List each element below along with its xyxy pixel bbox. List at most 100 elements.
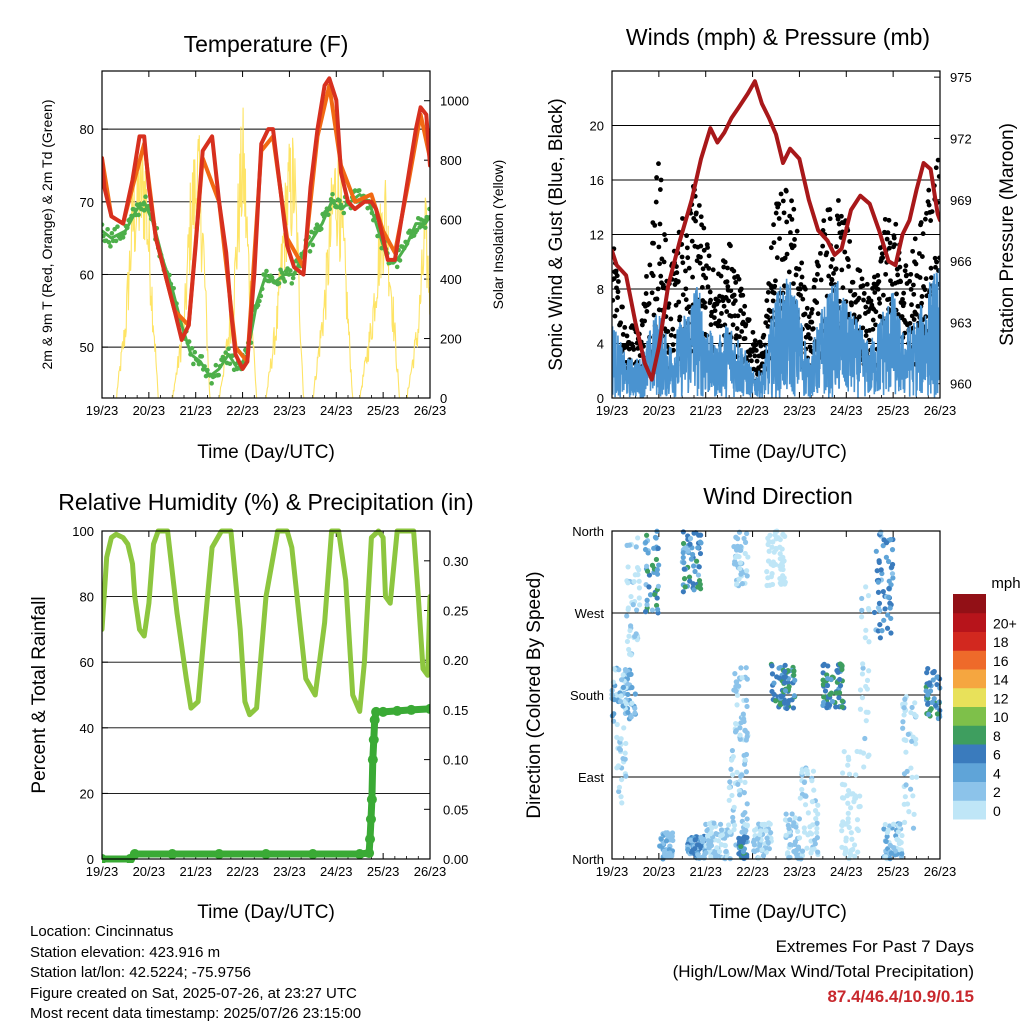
direction-point bbox=[765, 839, 771, 846]
direction-point bbox=[782, 674, 788, 680]
gust-point bbox=[928, 265, 934, 271]
gust-point bbox=[712, 308, 718, 314]
gust-point bbox=[684, 233, 689, 239]
gust-point bbox=[707, 289, 713, 295]
y2-tick-label: 0.20 bbox=[443, 653, 468, 668]
gust-point bbox=[773, 210, 779, 216]
legend-swatch bbox=[953, 762, 986, 782]
direction-point bbox=[903, 782, 909, 788]
rainfall-point bbox=[406, 704, 417, 715]
gust-point bbox=[699, 285, 705, 290]
gust-point bbox=[809, 319, 815, 325]
gust-point bbox=[934, 259, 940, 265]
direction-point bbox=[841, 748, 847, 755]
direction-point bbox=[739, 581, 746, 587]
gust-point bbox=[662, 232, 667, 237]
y-tick-label: 60 bbox=[80, 655, 94, 670]
y-axis-label: Direction (Colored By Speed) bbox=[524, 571, 545, 818]
gust-point bbox=[815, 311, 821, 317]
direction-point bbox=[844, 793, 850, 799]
gust-point bbox=[657, 187, 663, 192]
direction-point bbox=[925, 692, 931, 698]
gust-point bbox=[774, 255, 780, 261]
y-tick-label: 16 bbox=[590, 173, 604, 188]
dewpoint-point bbox=[368, 204, 373, 210]
gust-point bbox=[910, 282, 916, 288]
direction-point bbox=[846, 771, 853, 777]
direction-point bbox=[792, 815, 798, 821]
gust-point bbox=[886, 245, 892, 251]
direction-point bbox=[715, 838, 722, 844]
gust-point bbox=[908, 286, 914, 292]
direction-point bbox=[802, 802, 809, 808]
gust-point bbox=[922, 287, 928, 293]
direction-point bbox=[824, 705, 830, 711]
direction-point bbox=[934, 681, 940, 688]
gust-point bbox=[918, 220, 924, 225]
direction-point bbox=[632, 710, 638, 716]
direction-point bbox=[643, 609, 649, 615]
direction-point bbox=[630, 602, 636, 608]
chart-panel-1: Temperature (F) Time (Day/UTC) 2m & 9m T (… bbox=[39, 31, 506, 463]
figure-created: Figure created on Sat, 2025-07-26, at 23… bbox=[30, 984, 357, 1002]
gust-point bbox=[870, 326, 876, 332]
direction-point bbox=[736, 839, 743, 845]
direction-point bbox=[680, 589, 686, 595]
gust-point bbox=[884, 236, 890, 242]
x-tick-label: 21/23 bbox=[689, 403, 722, 418]
direction-point bbox=[616, 667, 622, 673]
gust-point bbox=[803, 286, 808, 292]
direction-point bbox=[744, 703, 750, 710]
gust-point bbox=[746, 317, 752, 323]
legend-swatch bbox=[953, 781, 986, 801]
direction-point bbox=[728, 757, 735, 763]
gust-point bbox=[622, 325, 628, 330]
direction-point bbox=[623, 773, 629, 779]
dewpoint-point bbox=[226, 346, 231, 352]
direction-point bbox=[628, 623, 634, 629]
direction-point bbox=[620, 755, 626, 762]
direction-point bbox=[636, 595, 642, 601]
dewpoint-point bbox=[129, 213, 134, 219]
gust-point bbox=[773, 278, 778, 284]
direction-point bbox=[768, 574, 774, 580]
direction-point bbox=[904, 801, 911, 807]
direction-point bbox=[743, 665, 749, 671]
x-tick-label: 26/23 bbox=[924, 403, 957, 418]
gust-point bbox=[811, 284, 817, 290]
gust-point bbox=[807, 344, 813, 350]
dewpoint-point bbox=[140, 201, 146, 207]
direction-point bbox=[680, 529, 686, 535]
x-tick-label: 23/23 bbox=[783, 864, 816, 879]
gust-point bbox=[873, 309, 879, 315]
gust-point bbox=[674, 270, 680, 276]
y-tick-label: 8 bbox=[597, 282, 604, 297]
dewpoint-point bbox=[318, 226, 324, 232]
direction-point bbox=[780, 532, 786, 538]
dewpoint-point bbox=[105, 226, 110, 232]
direction-point bbox=[687, 541, 693, 547]
gust-point bbox=[698, 254, 703, 260]
direction-point bbox=[769, 581, 776, 588]
dewpoint-point bbox=[321, 214, 327, 220]
gust-point bbox=[835, 216, 841, 222]
direction-point bbox=[928, 706, 934, 712]
legend-label: 6 bbox=[993, 747, 1001, 763]
direction-point bbox=[644, 597, 650, 603]
legend-label: 20+ bbox=[993, 615, 1017, 631]
dewpoint-point bbox=[310, 242, 316, 248]
gust-point bbox=[705, 245, 710, 250]
y2-tick-label: 969 bbox=[950, 193, 972, 208]
direction-point bbox=[815, 849, 821, 855]
rainfall-point bbox=[367, 754, 378, 765]
gust-point bbox=[900, 296, 905, 302]
gust-point bbox=[620, 332, 626, 337]
x-axis-label: Time (Day/UTC) bbox=[197, 442, 335, 463]
gust-point bbox=[839, 267, 845, 273]
direction-point bbox=[737, 732, 743, 738]
direction-point bbox=[810, 768, 817, 774]
gust-point bbox=[721, 303, 727, 309]
direction-point bbox=[644, 532, 650, 538]
chart-title: Winds (mph) & Pressure (mb) bbox=[626, 24, 930, 50]
direction-point bbox=[787, 817, 793, 823]
